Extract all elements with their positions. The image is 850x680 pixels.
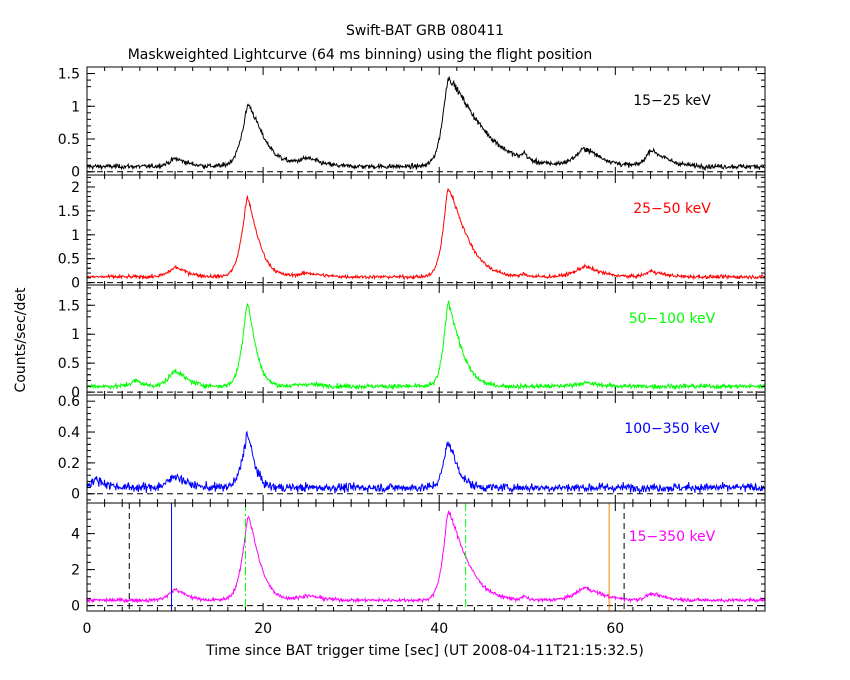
y-tick-label: 0.2 bbox=[58, 456, 80, 472]
chart-title: Swift-BAT GRB 080411 bbox=[346, 23, 504, 39]
x-axis-label: Time since BAT trigger time [sec] (UT 20… bbox=[205, 643, 644, 659]
y-tick-label: 0 bbox=[71, 487, 80, 503]
y-tick-label: 0.6 bbox=[58, 394, 80, 410]
panel-15-350-kev: 0 2 4 15−350 keV bbox=[71, 502, 766, 615]
x-tick-label: 0 bbox=[83, 621, 92, 637]
panel-50-100-kev: 0 0.5 1 1.5 50−100 keV bbox=[58, 284, 766, 401]
chart-subtitle: Maskweighted Lightcurve (64 ms binning) … bbox=[128, 47, 593, 63]
y-tick-label: 0.4 bbox=[58, 425, 80, 441]
band-label: 15−350 keV bbox=[629, 529, 716, 545]
panel-frame bbox=[86, 284, 766, 396]
lightcurve-series bbox=[86, 188, 766, 282]
y-tick-label: 1 bbox=[71, 327, 80, 343]
panel-frame bbox=[86, 174, 766, 286]
lightcurve-series bbox=[86, 300, 766, 391]
x-tick-label: 40 bbox=[430, 621, 448, 637]
y-tick-label: 2 bbox=[71, 180, 80, 196]
y-tick-label: 1 bbox=[71, 228, 80, 244]
band-label: 100−350 keV bbox=[624, 421, 720, 437]
y-tick-label: 0.5 bbox=[58, 132, 80, 148]
y-tick-label: 4 bbox=[71, 527, 80, 543]
panel-15-25-kev: 0 0.5 1 1.5 15−25 keV bbox=[58, 66, 766, 181]
y-tick-label: 0 bbox=[71, 599, 80, 615]
y-tick-label: 1.5 bbox=[58, 298, 80, 314]
panels-group: 0 0.5 1 1.5 15−25 keV 0 0.5 1 1.5 2 25−50 keV 0 0.5 1… bbox=[58, 66, 766, 637]
x-tick-label: 20 bbox=[254, 621, 272, 637]
y-axis-label: Counts/sec/det bbox=[13, 287, 29, 392]
lightcurve-series bbox=[86, 430, 766, 494]
lightcurve-series bbox=[86, 510, 766, 604]
lightcurve-series bbox=[86, 76, 766, 172]
band-label: 25−50 keV bbox=[633, 201, 711, 217]
x-tick-label: 60 bbox=[606, 621, 624, 637]
y-tick-label: 1 bbox=[71, 99, 80, 115]
y-tick-label: 1.5 bbox=[58, 204, 80, 220]
panel-frame bbox=[86, 502, 766, 612]
band-label: 15−25 keV bbox=[633, 93, 711, 109]
band-label: 50−100 keV bbox=[629, 311, 716, 327]
y-tick-label: 0 bbox=[71, 385, 80, 401]
panel-frame bbox=[86, 66, 766, 176]
y-tick-label: 0 bbox=[71, 276, 80, 292]
y-tick-label: 1.5 bbox=[58, 67, 80, 83]
y-tick-label: 2 bbox=[71, 563, 80, 579]
panel-100-350-kev: 0 0.2 0.4 0.6 100−350 keV bbox=[58, 394, 766, 504]
panel-25-50-kev: 0 0.5 1 1.5 2 25−50 keV bbox=[58, 174, 766, 292]
y-tick-label: 0 bbox=[71, 165, 80, 181]
y-tick-label: 0.5 bbox=[58, 252, 80, 268]
y-tick-label: 0.5 bbox=[58, 356, 80, 372]
